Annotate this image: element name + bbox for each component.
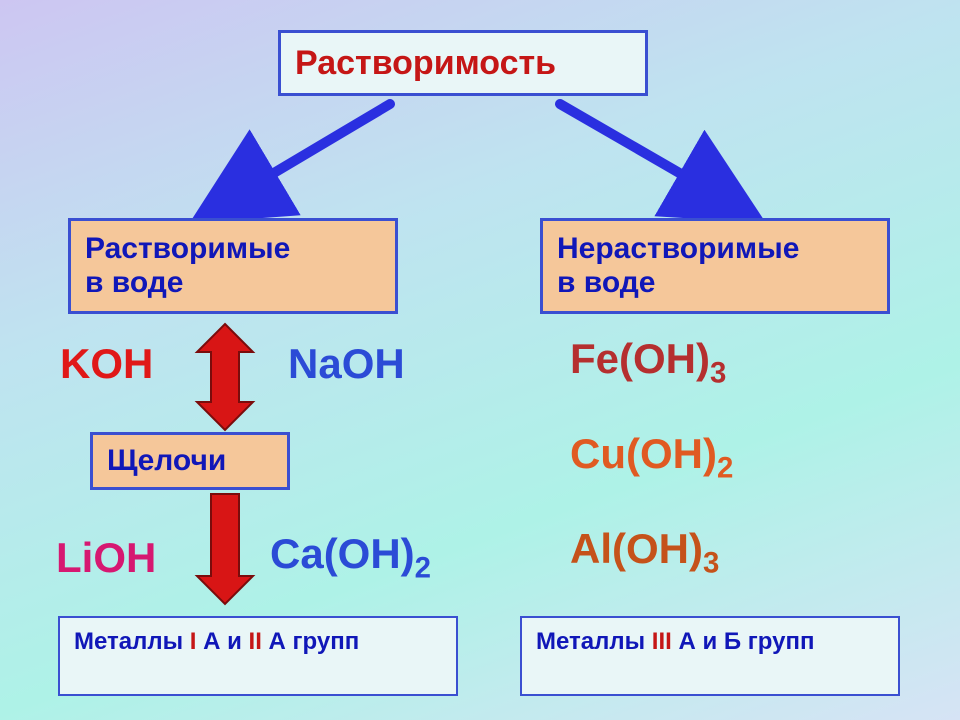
alkali-box: Щелочи xyxy=(90,432,290,490)
left-category-text: Растворимыев воде xyxy=(85,232,290,300)
left-category-box: Растворимыев воде xyxy=(68,218,398,314)
formula-lioh: LiOH xyxy=(56,534,156,582)
formula-feoh: Fe(OH)3 xyxy=(570,335,726,383)
right-category-text: Нерастворимыев воде xyxy=(557,232,799,300)
right-note-box: Металлы III А и Б групп xyxy=(520,616,900,696)
title-box: Растворимость xyxy=(278,30,648,96)
formula-naoh: NaOH xyxy=(288,340,405,388)
right-note-text: Металлы III А и Б групп xyxy=(536,628,814,656)
title-text: Растворимость xyxy=(295,44,556,83)
formula-koh: KOH xyxy=(60,340,153,388)
formula-aloh: Al(OH)3 xyxy=(570,525,719,573)
formula-caoh: Ca(OH)2 xyxy=(270,530,431,578)
left-note-box: Металлы I А и II А групп xyxy=(58,616,458,696)
alkali-text: Щелочи xyxy=(107,444,226,478)
left-note-text: Металлы I А и II А групп xyxy=(74,628,359,656)
right-category-box: Нерастворимыев воде xyxy=(540,218,890,314)
stage: Растворимость Растворимыев воде Нераство… xyxy=(0,0,960,720)
formula-cuoh: Cu(OH)2 xyxy=(570,430,733,478)
